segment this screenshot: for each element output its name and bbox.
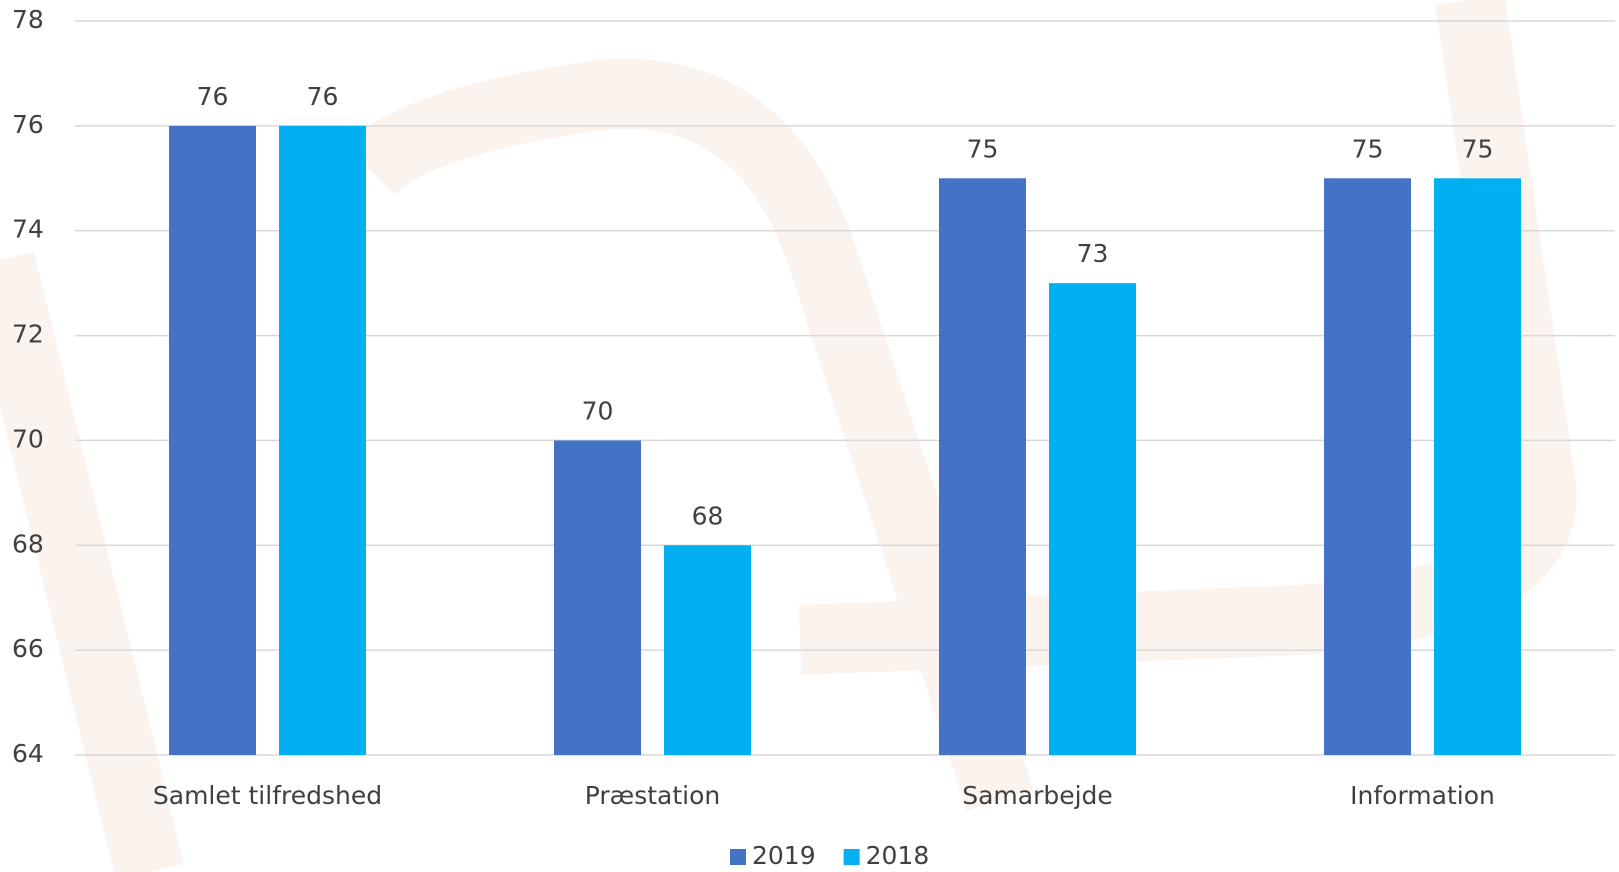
data-label: 68 xyxy=(692,501,724,530)
y-tick-label: 74 xyxy=(12,215,44,244)
data-label: 76 xyxy=(197,82,229,111)
bar xyxy=(1324,178,1411,756)
x-tick-label: Præstation xyxy=(585,781,721,810)
data-label: 76 xyxy=(307,82,339,111)
bar xyxy=(664,545,751,755)
y-tick-label: 78 xyxy=(12,5,44,34)
watermark xyxy=(0,251,184,872)
x-tick-label: Samlet tilfredshed xyxy=(153,781,382,810)
y-tick-label: 68 xyxy=(12,529,44,558)
y-tick-label: 72 xyxy=(12,320,44,349)
bar xyxy=(279,125,366,756)
y-tick-label: 64 xyxy=(12,739,44,768)
x-tick-label: Information xyxy=(1350,781,1495,810)
data-label: 73 xyxy=(1077,239,1109,268)
data-label: 75 xyxy=(1462,134,1494,163)
data-label: 70 xyxy=(582,396,614,425)
legend-label: 2018 xyxy=(866,841,930,870)
x-tick-label: Samarbejde xyxy=(962,781,1113,810)
y-tick-label: 76 xyxy=(12,110,44,139)
data-label: 75 xyxy=(1352,134,1384,163)
bar xyxy=(1434,178,1521,756)
data-label: 75 xyxy=(967,134,999,163)
bar xyxy=(554,440,641,755)
legend-swatch xyxy=(730,849,746,865)
legend-label: 2019 xyxy=(752,841,816,870)
bar xyxy=(1049,283,1136,755)
bar xyxy=(169,125,256,756)
y-tick-label: 66 xyxy=(12,634,44,663)
bar xyxy=(939,178,1026,756)
legend-swatch xyxy=(843,849,860,865)
y-tick-label: 70 xyxy=(12,424,44,453)
